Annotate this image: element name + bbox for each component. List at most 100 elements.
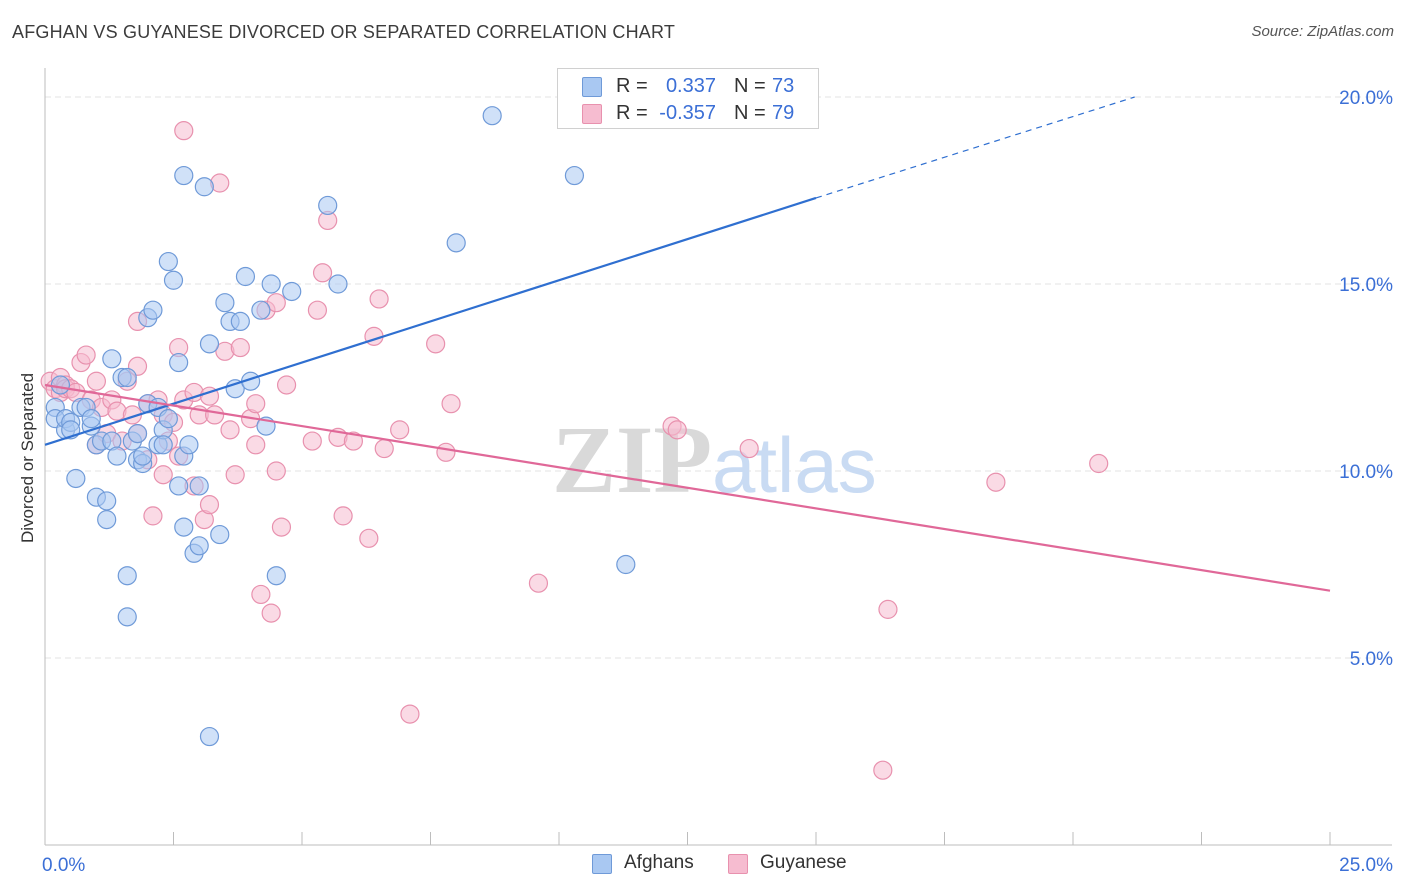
guyanese-point bbox=[220, 420, 240, 440]
guyanese-point bbox=[153, 465, 173, 485]
y-tick-label: 20.0% bbox=[1339, 88, 1393, 109]
afghans-point bbox=[66, 468, 86, 489]
guyanese-point bbox=[1089, 453, 1109, 474]
afghans-point bbox=[169, 352, 189, 373]
afghans-point bbox=[158, 251, 178, 272]
afghans-point bbox=[266, 566, 286, 586]
afghans-point bbox=[133, 446, 153, 466]
afghans-point bbox=[117, 607, 137, 627]
guyanese-point bbox=[266, 293, 286, 313]
afghans-point bbox=[117, 367, 137, 388]
afghans-point bbox=[163, 270, 184, 290]
legend-r-value: -0.357 bbox=[659, 102, 716, 124]
x-tick-label: 25.0% bbox=[1339, 855, 1393, 876]
afghans-point bbox=[328, 274, 348, 294]
guyanese-point bbox=[333, 506, 353, 526]
afghans-point bbox=[446, 233, 466, 253]
guyanese-point bbox=[246, 435, 266, 455]
afghans-point bbox=[169, 476, 189, 496]
legend-swatch-guyanese bbox=[728, 854, 748, 874]
afghans-point bbox=[117, 566, 137, 586]
legend-n-label: N = bbox=[734, 102, 766, 124]
afghans-point bbox=[179, 435, 199, 455]
y-tick-label: 5.0% bbox=[1350, 649, 1393, 670]
guyanese-point bbox=[441, 394, 461, 414]
afghans-point bbox=[50, 375, 71, 395]
guyanese-point bbox=[986, 472, 1006, 492]
source-credit: Source: ZipAtlas.com bbox=[1251, 23, 1394, 40]
guyanese-point bbox=[302, 431, 322, 451]
guyanese-point bbox=[76, 345, 96, 365]
afghans-point bbox=[230, 311, 250, 331]
legend-row-afghans: R = 0.337 N = 73 bbox=[558, 74, 818, 100]
guyanese-point bbox=[436, 442, 456, 462]
guyanese-point bbox=[369, 289, 389, 309]
guyanese-point bbox=[199, 495, 220, 515]
afghans-point bbox=[97, 491, 117, 511]
guyanese-point bbox=[251, 584, 271, 605]
legend-r-label: R = bbox=[616, 75, 648, 97]
legend-n-value: 73 bbox=[772, 75, 795, 97]
afghans-point bbox=[127, 424, 148, 444]
guyanese-point bbox=[667, 420, 687, 440]
tick-labels: 5.0% 10.0% 15.0% 20.0% 0.0% 25.0% bbox=[42, 88, 1393, 876]
guyanese-point bbox=[312, 263, 333, 283]
afghans-point bbox=[199, 726, 220, 747]
afghans-point bbox=[215, 293, 235, 313]
chart-title: AFGHAN VS GUYANESE DIVORCED OR SEPARATED… bbox=[12, 22, 676, 42]
watermark-zip: ZIP bbox=[552, 406, 712, 513]
afghans-point bbox=[107, 446, 127, 466]
afghans-point bbox=[282, 281, 302, 302]
guyanese-point bbox=[230, 337, 250, 358]
legend-series: Afghans Guyanese bbox=[0, 852, 1406, 878]
afghans-point bbox=[153, 435, 173, 455]
afghans-point bbox=[174, 165, 194, 186]
guyanese-point bbox=[528, 573, 549, 593]
afghans-point bbox=[199, 334, 220, 354]
afghans-point bbox=[194, 177, 214, 197]
legend-swatch-guyanese bbox=[582, 104, 602, 124]
legend-swatch-afghans bbox=[592, 854, 612, 874]
guyanese-point bbox=[266, 461, 286, 481]
afghans-point bbox=[158, 409, 178, 429]
guyanese-point bbox=[307, 300, 328, 320]
afghans-point bbox=[102, 349, 122, 369]
guyanese-point bbox=[86, 371, 107, 391]
legend-label-afghans: Afghans bbox=[624, 852, 694, 873]
guyanese-point bbox=[246, 394, 266, 414]
guyanese-points bbox=[40, 121, 1109, 780]
legend-n-label: N = bbox=[734, 75, 766, 97]
y-tick-label: 10.0% bbox=[1339, 462, 1393, 483]
watermark-atlas: atlas bbox=[712, 421, 877, 509]
legend-label-guyanese: Guyanese bbox=[760, 852, 847, 873]
guyanese-point bbox=[739, 438, 759, 459]
afghans-point bbox=[261, 274, 281, 294]
guyanese-point bbox=[374, 438, 394, 459]
guyanese-point bbox=[400, 704, 420, 724]
afghans-point bbox=[210, 524, 230, 545]
afghans-point bbox=[616, 554, 636, 575]
guyanese-point bbox=[174, 121, 194, 141]
afghans-point bbox=[143, 300, 163, 320]
legend-r-value: 0.337 bbox=[665, 75, 716, 97]
legend-row-guyanese: R = -0.357 N = 79 bbox=[558, 101, 818, 127]
guyanese-point bbox=[426, 334, 446, 354]
guyanese-point bbox=[878, 599, 898, 619]
afghans-point bbox=[251, 300, 271, 320]
guyanese-point bbox=[276, 375, 297, 395]
guyanese-point bbox=[205, 405, 225, 425]
legend-stats: R = 0.337 N = 73 R = -0.357 N = 79 bbox=[557, 68, 819, 129]
guyanese-point bbox=[225, 465, 245, 485]
x-tick-label: 0.0% bbox=[42, 855, 85, 876]
afghans-points bbox=[45, 106, 636, 747]
guyanese-point bbox=[261, 603, 281, 623]
guyanese-point bbox=[873, 760, 893, 780]
afghans-point bbox=[235, 266, 256, 287]
afghans-point bbox=[189, 536, 209, 556]
afghans-point bbox=[81, 409, 101, 429]
afghans-point bbox=[189, 476, 209, 496]
guyanese-trend-line bbox=[44, 383, 1331, 592]
afghans-point bbox=[564, 165, 585, 186]
legend-r-label: R = bbox=[616, 102, 648, 124]
